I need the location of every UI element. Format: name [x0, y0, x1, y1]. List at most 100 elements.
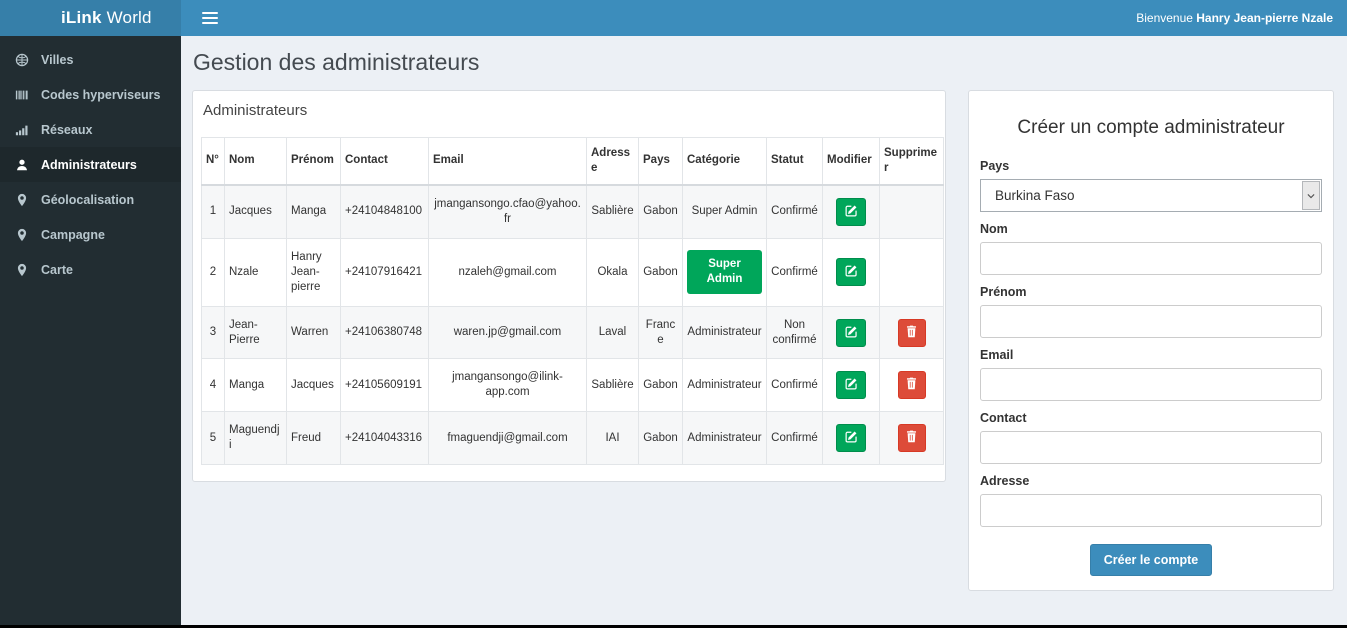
cell-email: waren.jp@gmail.com [428, 305, 587, 360]
sidebar-item-campagne[interactable]: Campagne [0, 217, 181, 252]
trash-icon [905, 430, 918, 446]
delete-row-button[interactable] [897, 424, 926, 453]
cell-nom: Maguendji [224, 411, 287, 466]
cell-contact: +24105609191 [340, 358, 429, 413]
cell-contact: +24104848100 [340, 184, 429, 239]
field-label-contact: Contact [980, 411, 1027, 425]
cell-supprimer [879, 411, 944, 466]
trash-icon [905, 377, 918, 393]
sidebar: Villes Codes hyperviseurs Réseaux Administr… [0, 36, 181, 625]
form-group-contact: Contact [980, 411, 1322, 464]
table-row: 5 Maguendji Freud +24104043316 fmaguendji@gm… [201, 411, 944, 466]
edit-row-button[interactable] [836, 318, 866, 347]
prenom-input[interactable] [980, 305, 1322, 338]
sidebar-item-label: Géolocalisation [41, 192, 135, 207]
edit-icon [845, 264, 858, 280]
sidebar-toggle-button[interactable] [195, 5, 225, 31]
cell-num: 1 [201, 184, 225, 239]
cell-supprimer [879, 305, 944, 360]
adresse-input[interactable] [980, 494, 1322, 527]
table-header-row: N° Nom Prénom Contact Email Adresse Pays Catégo… [201, 136, 944, 186]
cell-categorie: Super Admin [682, 184, 767, 239]
cell-email: jmangansongo.cfao@yahoo.fr [428, 184, 587, 239]
edit-row-button[interactable] [836, 258, 866, 287]
sidebar-item-villes[interactable]: Villes [0, 42, 181, 77]
app-logo[interactable]: iLink World [0, 0, 181, 36]
cell-modifier [822, 237, 880, 307]
column-header-nom: Nom [224, 136, 287, 186]
barcode-icon [15, 88, 37, 102]
delete-row-button[interactable] [897, 318, 926, 347]
sidebar-item-reseaux[interactable]: Réseaux [0, 112, 181, 147]
sidebar-item-geolocalisation[interactable]: Géolocalisation [0, 182, 181, 217]
cell-email: jmangansongo@ilink-app.com [428, 358, 587, 413]
edit-icon [845, 377, 858, 393]
form-group-nom: Nom [980, 222, 1322, 275]
administrators-panel-title: Administrateurs [203, 102, 308, 119]
cell-statut: Confirmé [766, 358, 823, 413]
cell-email: fmaguendji@gmail.com [428, 411, 587, 466]
sidebar-item-carte[interactable]: Carte [0, 252, 181, 287]
cell-prenom: Hanry Jean-pierre [286, 237, 341, 307]
cell-contact: +24106380748 [340, 305, 429, 360]
column-header-email: Email [428, 136, 587, 186]
marker-icon [15, 193, 37, 207]
field-label-prenom: Prénom [980, 285, 1027, 299]
column-header-statut: Statut [766, 136, 823, 186]
create-admin-panel: Créer un compte administrateur Pays Burki… [968, 90, 1334, 591]
cell-adresse: Sablière [586, 184, 639, 239]
cell-adresse: IAI [586, 411, 639, 466]
super-admin-badge[interactable]: Super Admin [687, 250, 762, 295]
edit-row-button[interactable] [836, 424, 866, 453]
cell-modifier [822, 411, 880, 466]
sidebar-menu: Villes Codes hyperviseurs Réseaux Administr… [0, 36, 181, 287]
cell-adresse: Laval [586, 305, 639, 360]
column-header-n-: N° [201, 136, 225, 186]
form-fields: Pays Burkina Faso Nom Prénom Email Contact Adr… [980, 159, 1322, 527]
cell-supprimer [879, 184, 944, 239]
delete-row-button[interactable] [897, 371, 926, 400]
nom-input[interactable] [980, 242, 1322, 275]
field-label-adresse: Adresse [980, 474, 1030, 488]
pays-select[interactable]: Burkina Faso [980, 179, 1322, 212]
sidebar-item-codes-hyperviseurs[interactable]: Codes hyperviseurs [0, 77, 181, 112]
create-account-button[interactable]: Créer le compte [1089, 544, 1213, 576]
chevron-down-icon[interactable] [1302, 181, 1320, 210]
column-header-categorie: Catégorie [682, 136, 767, 186]
sidebar-item-administrateurs[interactable]: Administrateurs [0, 147, 181, 182]
edit-row-button[interactable] [836, 197, 866, 226]
cell-pays: France [638, 305, 683, 360]
contact-input[interactable] [980, 431, 1322, 464]
cell-pays: Gabon [638, 358, 683, 413]
main-content: Gestion des administrateurs Administrate… [181, 36, 1347, 625]
cell-statut: Confirmé [766, 237, 823, 307]
cell-num: 2 [201, 237, 225, 307]
cell-num: 4 [201, 358, 225, 413]
edit-row-button[interactable] [836, 371, 866, 400]
cell-modifier [822, 184, 880, 239]
marker-icon [15, 228, 37, 242]
form-group-prenom: Prénom [980, 285, 1322, 338]
column-header-contact: Contact [340, 136, 429, 186]
column-header-supprimer: Supprimer [879, 136, 944, 186]
cell-num: 5 [201, 411, 225, 466]
table-row: 4 Manga Jacques +24105609191 jmangansongo@il… [201, 358, 944, 413]
cell-categorie: Administrateur [682, 358, 767, 413]
globe-icon [15, 53, 37, 67]
cell-nom: Jean-Pierre [224, 305, 287, 360]
column-header-modifier: Modifier [822, 136, 880, 186]
table-row: 1 Jacques Manga +24104848100 jmangansongo.cf… [201, 184, 944, 239]
brand-globe-pin-icon [9, 1, 43, 35]
administrators-table: N° Nom Prénom Contact Email Adresse Pays Catégo… [201, 136, 944, 466]
marker-icon [15, 263, 37, 277]
cell-contact: +24107916421 [340, 237, 429, 307]
cell-prenom: Freud [286, 411, 341, 466]
cell-nom: Nzale [224, 237, 287, 307]
navbar-main: Bienvenue Hanry Jean-pierre Nzale [181, 0, 1347, 36]
bottom-edge-bar [0, 625, 1347, 628]
cell-statut: Confirmé [766, 411, 823, 466]
column-header-adresse: Adresse [586, 136, 639, 186]
trash-icon [905, 325, 918, 341]
email-input[interactable] [980, 368, 1322, 401]
edit-icon [845, 430, 858, 446]
